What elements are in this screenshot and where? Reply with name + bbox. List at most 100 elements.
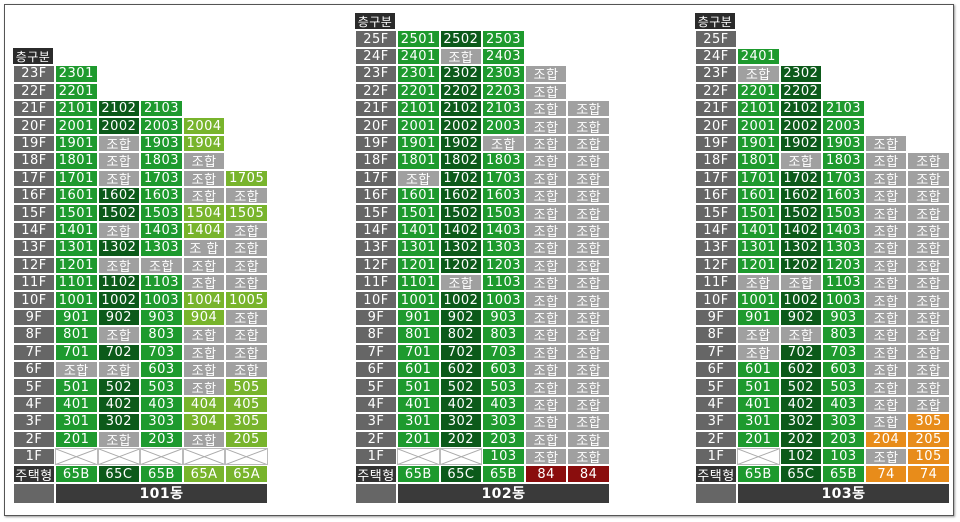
unit-cell[interactable]: 1701 — [737, 169, 780, 187]
unit-cell[interactable]: 2103 — [482, 100, 525, 118]
unit-cell[interactable]: 1801 — [55, 152, 98, 170]
unit-cell[interactable]: 1601 — [737, 187, 780, 205]
unit-cell[interactable]: 205 — [225, 430, 268, 448]
union-unit-cell[interactable]: 조합 — [524, 343, 568, 362]
unit-cell[interactable]: 303 — [822, 413, 865, 431]
unit-cell[interactable]: 903 — [140, 308, 183, 327]
union-unit-cell[interactable]: 조합 — [567, 100, 610, 118]
unit-cell[interactable]: 1005 — [225, 291, 268, 309]
unit-cell[interactable]: 303 — [482, 413, 525, 431]
union-unit-cell[interactable]: 조합 — [97, 256, 141, 275]
unit-cell[interactable]: 502 — [97, 378, 141, 396]
union-unit-cell[interactable]: 조합 — [524, 430, 568, 449]
unit-cell[interactable]: 1101 — [55, 274, 98, 292]
unit-cell[interactable]: 1101 — [397, 274, 440, 292]
unit-cell[interactable]: 901 — [55, 308, 98, 327]
unit-cell[interactable]: 1702 — [439, 169, 483, 187]
unit-cell[interactable]: 1003 — [822, 291, 865, 309]
union-unit-cell[interactable]: 조합 — [567, 204, 610, 223]
unit-cell[interactable]: 302 — [779, 413, 823, 431]
union-unit-cell[interactable]: 조합 — [864, 134, 908, 153]
union-unit-cell[interactable]: 조합 — [907, 221, 950, 240]
unit-cell[interactable]: 1404 — [182, 221, 226, 240]
unit-cell[interactable]: 603 — [140, 361, 183, 379]
unit-cell[interactable]: 1302 — [779, 239, 823, 257]
union-unit-cell[interactable]: 조합 — [524, 326, 568, 344]
unit-cell[interactable]: 405 — [225, 395, 268, 414]
union-unit-cell[interactable]: 조합 — [97, 361, 141, 379]
unit-cell[interactable]: 402 — [97, 395, 141, 414]
union-unit-cell[interactable]: 조합 — [524, 100, 568, 118]
unit-cell[interactable]: 1501 — [55, 204, 98, 222]
unit-cell[interactable]: 2002 — [439, 117, 483, 135]
unit-cell[interactable]: 2501 — [397, 30, 440, 48]
unit-cell[interactable]: 103 — [482, 448, 525, 466]
unit-cell[interactable]: 2403 — [482, 47, 525, 66]
unit-cell[interactable]: 403 — [140, 395, 183, 414]
union-unit-cell[interactable]: 조합 — [907, 274, 950, 292]
unit-cell[interactable]: 703 — [822, 343, 865, 361]
unit-cell[interactable]: 2502 — [439, 30, 483, 48]
union-unit-cell[interactable]: 조합 — [97, 326, 141, 344]
unit-cell[interactable]: 403 — [822, 395, 865, 414]
unit-cell[interactable]: 2202 — [439, 82, 483, 100]
unit-cell[interactable]: 1505 — [225, 204, 268, 222]
unit-cell[interactable]: 505 — [225, 378, 268, 396]
unit-cell[interactable]: 201 — [737, 430, 780, 448]
unit-cell[interactable]: 303 — [140, 413, 183, 431]
unit-cell[interactable]: 1705 — [225, 169, 268, 187]
unit-cell[interactable]: 1303 — [482, 239, 525, 257]
union-unit-cell[interactable]: 조합 — [439, 274, 483, 292]
unit-cell[interactable]: 2401 — [397, 47, 440, 66]
union-unit-cell[interactable]: 조합 — [864, 204, 908, 223]
unit-cell[interactable]: 2001 — [397, 117, 440, 135]
union-unit-cell[interactable]: 조합 — [864, 169, 908, 188]
unit-cell[interactable]: 301 — [397, 413, 440, 431]
union-unit-cell[interactable]: 조합 — [524, 239, 568, 257]
union-unit-cell[interactable]: 조합 — [567, 343, 610, 362]
unit-cell[interactable]: 503 — [822, 378, 865, 396]
unit-cell[interactable]: 1602 — [97, 187, 141, 205]
union-unit-cell[interactable]: 조합 — [864, 239, 908, 257]
unit-cell[interactable]: 501 — [737, 378, 780, 396]
unit-cell[interactable]: 1302 — [439, 239, 483, 257]
unit-cell[interactable]: 1103 — [140, 274, 183, 292]
union-unit-cell[interactable]: 조합 — [907, 326, 950, 344]
unit-cell[interactable]: 304 — [182, 413, 226, 431]
union-unit-cell[interactable]: 조합 — [524, 308, 568, 327]
union-unit-cell[interactable]: 조합 — [864, 221, 908, 240]
union-unit-cell[interactable]: 조합 — [567, 448, 610, 466]
unit-cell[interactable]: 501 — [397, 378, 440, 396]
unit-cell[interactable]: 2003 — [822, 117, 865, 135]
union-unit-cell[interactable]: 조합 — [567, 256, 610, 275]
union-unit-cell[interactable]: 조합 — [737, 65, 780, 83]
union-unit-cell[interactable]: 조합 — [97, 152, 141, 170]
unit-cell[interactable]: 503 — [140, 378, 183, 396]
unit-cell[interactable]: 602 — [779, 361, 823, 379]
union-unit-cell[interactable]: 조합 — [55, 361, 98, 379]
unit-cell[interactable]: 2301 — [55, 65, 98, 83]
unit-cell[interactable]: 1902 — [779, 134, 823, 153]
unit-cell[interactable]: 402 — [439, 395, 483, 414]
union-unit-cell[interactable]: 조합 — [225, 343, 268, 362]
union-unit-cell[interactable]: 조합 — [524, 65, 568, 83]
unit-cell[interactable]: 1001 — [55, 291, 98, 309]
union-unit-cell[interactable]: 조합 — [567, 187, 610, 205]
unit-cell[interactable]: 305 — [225, 413, 268, 431]
unit-cell[interactable]: 1501 — [737, 204, 780, 222]
unit-cell[interactable]: 902 — [439, 308, 483, 327]
unit-cell[interactable]: 1901 — [397, 134, 440, 153]
union-unit-cell[interactable]: 조합 — [779, 326, 823, 344]
unit-cell[interactable]: 1904 — [182, 134, 226, 153]
union-unit-cell[interactable]: 조합 — [567, 221, 610, 240]
unit-cell[interactable]: 1003 — [482, 291, 525, 309]
unit-cell[interactable]: 1103 — [822, 274, 865, 292]
unit-cell[interactable]: 601 — [397, 361, 440, 379]
unit-cell[interactable]: 2202 — [779, 82, 823, 100]
unit-cell[interactable]: 1503 — [140, 204, 183, 222]
unit-cell[interactable]: 1102 — [97, 274, 141, 292]
unit-cell[interactable]: 801 — [55, 326, 98, 344]
unit-cell[interactable]: 105 — [907, 448, 950, 466]
union-unit-cell[interactable]: 조합 — [225, 308, 268, 327]
union-unit-cell[interactable]: 조합 — [864, 291, 908, 310]
